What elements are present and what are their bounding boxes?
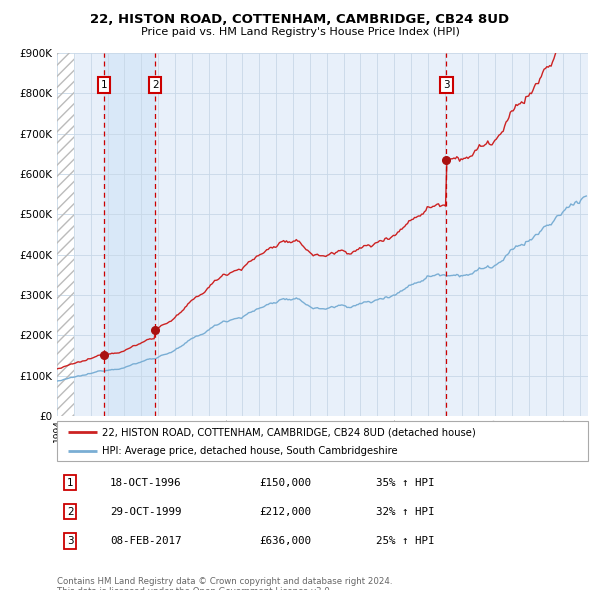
Text: 3: 3: [443, 80, 450, 90]
Text: 32% ↑ HPI: 32% ↑ HPI: [376, 507, 434, 517]
Bar: [57, 53, 74, 416]
Text: 25% ↑ HPI: 25% ↑ HPI: [376, 536, 434, 546]
Text: £636,000: £636,000: [259, 536, 311, 546]
Bar: [104, 53, 155, 416]
Text: 2: 2: [67, 507, 74, 517]
Text: 22, HISTON ROAD, COTTENHAM, CAMBRIDGE, CB24 8UD: 22, HISTON ROAD, COTTENHAM, CAMBRIDGE, C…: [91, 13, 509, 26]
Text: 18-OCT-1996: 18-OCT-1996: [110, 477, 182, 487]
Text: 2: 2: [152, 80, 158, 90]
Text: 29-OCT-1999: 29-OCT-1999: [110, 507, 182, 517]
Text: 1: 1: [101, 80, 107, 90]
Text: 08-FEB-2017: 08-FEB-2017: [110, 536, 182, 546]
FancyBboxPatch shape: [57, 421, 588, 461]
Text: £150,000: £150,000: [259, 477, 311, 487]
Text: Price paid vs. HM Land Registry's House Price Index (HPI): Price paid vs. HM Land Registry's House …: [140, 27, 460, 37]
Text: 35% ↑ HPI: 35% ↑ HPI: [376, 477, 434, 487]
Text: Contains HM Land Registry data © Crown copyright and database right 2024.
This d: Contains HM Land Registry data © Crown c…: [57, 577, 392, 590]
Text: £212,000: £212,000: [259, 507, 311, 517]
Text: HPI: Average price, detached house, South Cambridgeshire: HPI: Average price, detached house, Sout…: [102, 447, 398, 456]
Text: 22, HISTON ROAD, COTTENHAM, CAMBRIDGE, CB24 8UD (detached house): 22, HISTON ROAD, COTTENHAM, CAMBRIDGE, C…: [102, 428, 476, 438]
Text: 1: 1: [67, 477, 74, 487]
Bar: [57, 53, 74, 416]
Text: 3: 3: [67, 536, 74, 546]
